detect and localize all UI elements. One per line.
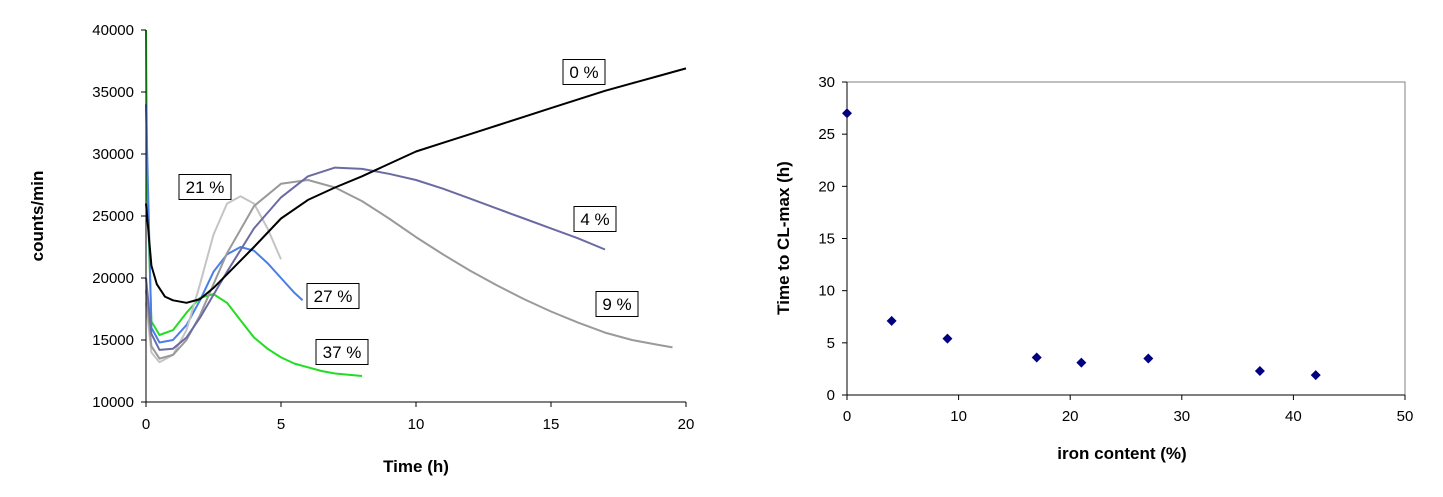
callout-label: 0 %	[569, 63, 598, 82]
left-ticks: 0 5 10 15 20 10000 15000 20000 25000 30000 35000 40…	[92, 22, 694, 433]
series-line-4pct	[145, 166, 606, 351]
right-x-tick-label: 40	[1285, 408, 1302, 425]
callout-box	[306, 283, 360, 309]
left-y-tick-label: 30000	[92, 146, 134, 163]
series-line-9pct	[145, 179, 673, 360]
callout-box	[315, 339, 369, 365]
right-chart: 0 10 20 30 40 50 0 5 10 15 20 25 30 iron content (%)…	[774, 74, 1413, 463]
callout-label: 37 %	[323, 343, 362, 362]
left-y-tick-label: 15000	[92, 332, 134, 349]
callout-label: 27 %	[314, 287, 353, 306]
right-y-axis-title: Time to CL-max (h)	[774, 161, 793, 315]
callout-label: 9 %	[602, 295, 631, 314]
scatter-point	[1254, 366, 1265, 377]
right-y-tick-label: 30	[818, 74, 835, 91]
callout-label: 21 %	[186, 178, 225, 197]
callout-box	[178, 174, 232, 200]
left-x-tick-label: 10	[408, 416, 425, 433]
scatter-point	[1031, 352, 1042, 363]
scatter-point	[1310, 370, 1321, 381]
left-x-tick-label: 20	[678, 416, 695, 433]
callout-label: 4 %	[580, 210, 609, 229]
left-x-tick-label: 15	[543, 416, 560, 433]
right-y-tick-label: 20	[818, 178, 835, 195]
left-y-axis-title: counts/min	[28, 171, 47, 262]
right-x-tick-label: 10	[950, 408, 967, 425]
callout-box	[562, 59, 606, 85]
left-y-tick-label: 25000	[92, 208, 134, 225]
scatter-point	[942, 333, 953, 344]
right-points	[842, 108, 1321, 381]
series-line-37pct	[145, 29, 363, 377]
left-y-tick-label: 40000	[92, 22, 134, 39]
left-y-tick-label: 10000	[92, 394, 134, 411]
right-x-tick-label: 20	[1062, 408, 1079, 425]
right-ticks: 0 10 20 30 40 50 0 5 10 15 20 25 30	[818, 74, 1413, 425]
right-x-tick-label: 50	[1397, 408, 1414, 425]
series-line-21pct	[145, 195, 282, 364]
right-y-tick-label: 15	[818, 231, 835, 248]
left-x-axis-title: Time (h)	[383, 457, 449, 476]
right-x-tick-label: 0	[843, 408, 851, 425]
left-series-group	[145, 29, 687, 377]
callout-box	[595, 291, 639, 317]
left-chart: 0 5 10 15 20 10000 15000 20000 25000 30000 35000 40…	[28, 22, 694, 476]
right-y-tick-label: 0	[827, 387, 835, 404]
scatter-point	[1143, 353, 1154, 364]
left-y-tick-label: 20000	[92, 270, 134, 287]
right-y-tick-label: 10	[818, 283, 835, 300]
callout-box	[573, 206, 617, 232]
series-line-0pct	[145, 67, 687, 304]
left-x-tick-label: 5	[277, 416, 285, 433]
left-callouts: 0 % 4 % 9 % 21 % 27 % 37 %	[178, 59, 639, 365]
right-x-tick-label: 30	[1173, 408, 1190, 425]
right-x-axis-title: iron content (%)	[1057, 444, 1186, 463]
scatter-point	[886, 315, 897, 326]
right-plot-frame	[846, 81, 1406, 396]
series-line-27pct	[145, 104, 304, 344]
scatter-point	[842, 108, 852, 119]
left-x-tick-label: 0	[142, 416, 150, 433]
left-y-tick-label: 35000	[92, 84, 134, 101]
right-y-tick-label: 5	[827, 335, 835, 352]
scatter-point	[1076, 357, 1087, 368]
right-y-tick-label: 25	[818, 126, 835, 143]
